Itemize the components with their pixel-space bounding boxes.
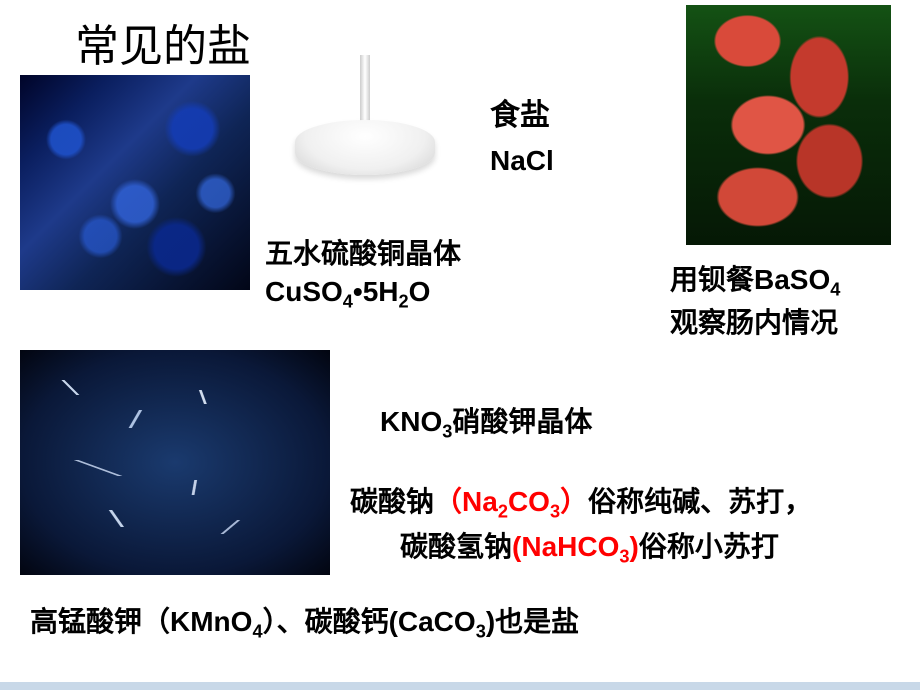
kno3-crystal-image bbox=[20, 350, 330, 575]
cuso4-name: 五水硫酸铜晶体 bbox=[265, 235, 461, 273]
salt-formula-label: NaCl bbox=[490, 145, 554, 177]
salt-funnel-image bbox=[280, 55, 450, 215]
cuso4-formula: CuSO4•5H2O bbox=[265, 273, 461, 314]
nahco3-line: 碳酸氢钠(NaHCO3)俗称小苏打 bbox=[400, 525, 779, 568]
kno3-label: KNO3硝酸钾晶体 bbox=[380, 400, 592, 443]
bottom-edge-decoration bbox=[0, 682, 920, 690]
page-title: 常见的盐 bbox=[75, 10, 251, 74]
baso4-line1: 用钡餐BaSO4 bbox=[670, 260, 840, 303]
kmno4-line: 高锰酸钾（KMnO4）、碳酸钙(CaCO3)也是盐 bbox=[30, 600, 579, 643]
salt-name-label: 食盐 bbox=[490, 90, 550, 134]
na2co3-line: 碳酸钠（Na2CO3）俗称纯碱、苏打， bbox=[350, 480, 812, 523]
intestine-xray-image bbox=[686, 5, 891, 245]
copper-sulfate-crystal-image bbox=[20, 75, 250, 290]
funnel-cone bbox=[295, 120, 435, 175]
funnel-stem bbox=[360, 55, 370, 125]
cuso4-label: 五水硫酸铜晶体 CuSO4•5H2O bbox=[265, 235, 461, 314]
baso4-line2: 观察肠内情况 bbox=[670, 303, 840, 342]
baso4-label: 用钡餐BaSO4 观察肠内情况 bbox=[670, 260, 840, 342]
